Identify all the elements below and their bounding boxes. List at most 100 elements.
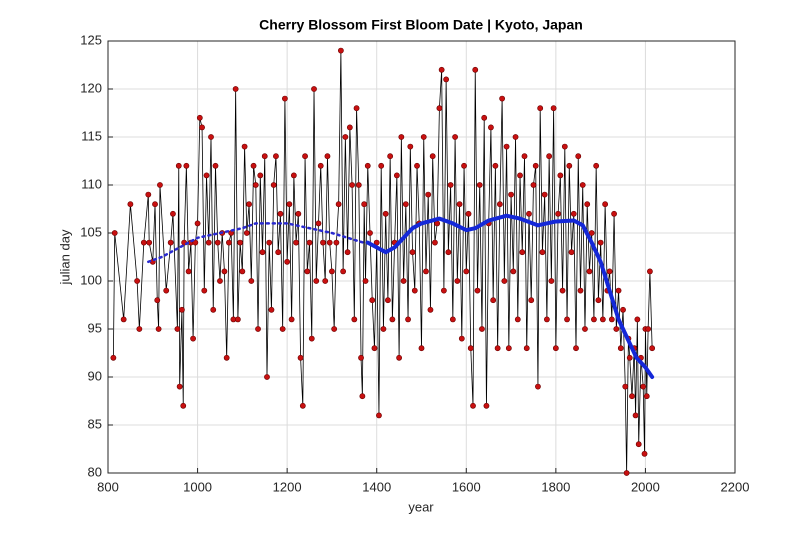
data-point	[535, 383, 541, 390]
data-point	[530, 182, 537, 188]
y-tick-label: 105	[80, 224, 102, 239]
data-point	[163, 287, 170, 294]
data-point	[358, 354, 364, 361]
data-point	[134, 278, 141, 284]
y-tick-label: 90	[88, 368, 102, 383]
data-point	[474, 287, 481, 294]
data-point	[290, 172, 297, 179]
data-point	[288, 316, 295, 323]
y-tick-label: 100	[80, 272, 102, 287]
data-point	[264, 374, 270, 380]
data-point	[465, 210, 472, 217]
data-point	[645, 326, 652, 332]
data-point	[505, 345, 512, 352]
data-point	[295, 210, 302, 217]
data-point	[192, 239, 199, 246]
data-point	[252, 182, 259, 188]
data-point	[570, 210, 577, 217]
data-point	[393, 172, 400, 179]
data-point	[237, 239, 244, 246]
data-point	[452, 134, 458, 140]
data-point	[311, 86, 317, 92]
data-point	[608, 316, 615, 323]
data-point	[476, 182, 483, 188]
plot-frame	[107, 40, 736, 474]
data-point	[479, 326, 485, 332]
x-tick-label: 1600	[452, 479, 481, 494]
data-point	[239, 268, 246, 275]
y-tick-label: 85	[88, 416, 102, 431]
data-point	[544, 316, 550, 323]
data-point	[351, 316, 358, 323]
data-point	[517, 172, 523, 179]
data-point	[499, 95, 506, 102]
data-point	[440, 287, 447, 294]
data-point	[528, 297, 535, 304]
data-point	[640, 383, 647, 390]
data-point	[183, 162, 190, 169]
data-point	[634, 316, 641, 323]
data-point	[526, 210, 532, 217]
x-tick-label: 1200	[273, 479, 302, 494]
data-point	[342, 134, 349, 140]
data-point	[243, 230, 250, 236]
data-point	[591, 316, 597, 323]
data-point	[232, 86, 239, 92]
data-point	[140, 239, 147, 246]
data-point	[643, 393, 650, 400]
y-tick-label: 110	[81, 176, 102, 191]
data-point	[512, 134, 519, 140]
data-point	[649, 345, 656, 352]
data-point	[420, 134, 427, 140]
data-point	[333, 239, 340, 246]
data-point	[606, 268, 613, 275]
x-axis-label: year	[408, 499, 434, 514]
data-point	[458, 335, 465, 342]
data-point	[615, 287, 622, 294]
data-point	[205, 239, 212, 246]
y-tick-label: 95	[88, 320, 102, 335]
data-point	[620, 306, 626, 313]
data-point	[176, 383, 183, 390]
data-point	[400, 278, 407, 284]
data-point	[496, 201, 503, 208]
data-point	[194, 220, 201, 227]
data-point	[573, 345, 579, 352]
y-tick-label: 80	[88, 464, 102, 479]
data-point	[175, 162, 182, 169]
data-point	[371, 345, 378, 352]
data-point	[559, 287, 566, 294]
data-point	[208, 134, 214, 140]
data-point	[362, 278, 369, 284]
data-point	[579, 182, 586, 188]
data-point	[111, 230, 118, 236]
y-tick-label: 115	[81, 128, 102, 143]
data-point	[178, 306, 185, 313]
data-point	[521, 153, 528, 160]
data-point	[389, 316, 396, 323]
data-point	[586, 268, 593, 275]
data-point	[523, 345, 530, 352]
data-point	[297, 354, 304, 361]
data-point	[136, 326, 143, 332]
data-point	[447, 182, 454, 188]
data-point	[514, 316, 521, 323]
data-point	[255, 326, 261, 332]
trend-line	[147, 222, 365, 264]
data-point	[320, 239, 326, 246]
data-point	[212, 162, 219, 169]
data-point	[595, 297, 602, 304]
data-point	[599, 316, 606, 323]
data-point	[537, 105, 544, 112]
data-point	[483, 402, 490, 409]
data-point	[382, 210, 389, 217]
data-point	[635, 441, 642, 448]
data-point	[359, 393, 366, 400]
data-point	[335, 201, 342, 208]
data-point	[427, 306, 434, 313]
data-point	[564, 316, 570, 323]
data-point	[454, 278, 461, 284]
data-point	[361, 201, 368, 208]
data-point	[190, 335, 196, 342]
